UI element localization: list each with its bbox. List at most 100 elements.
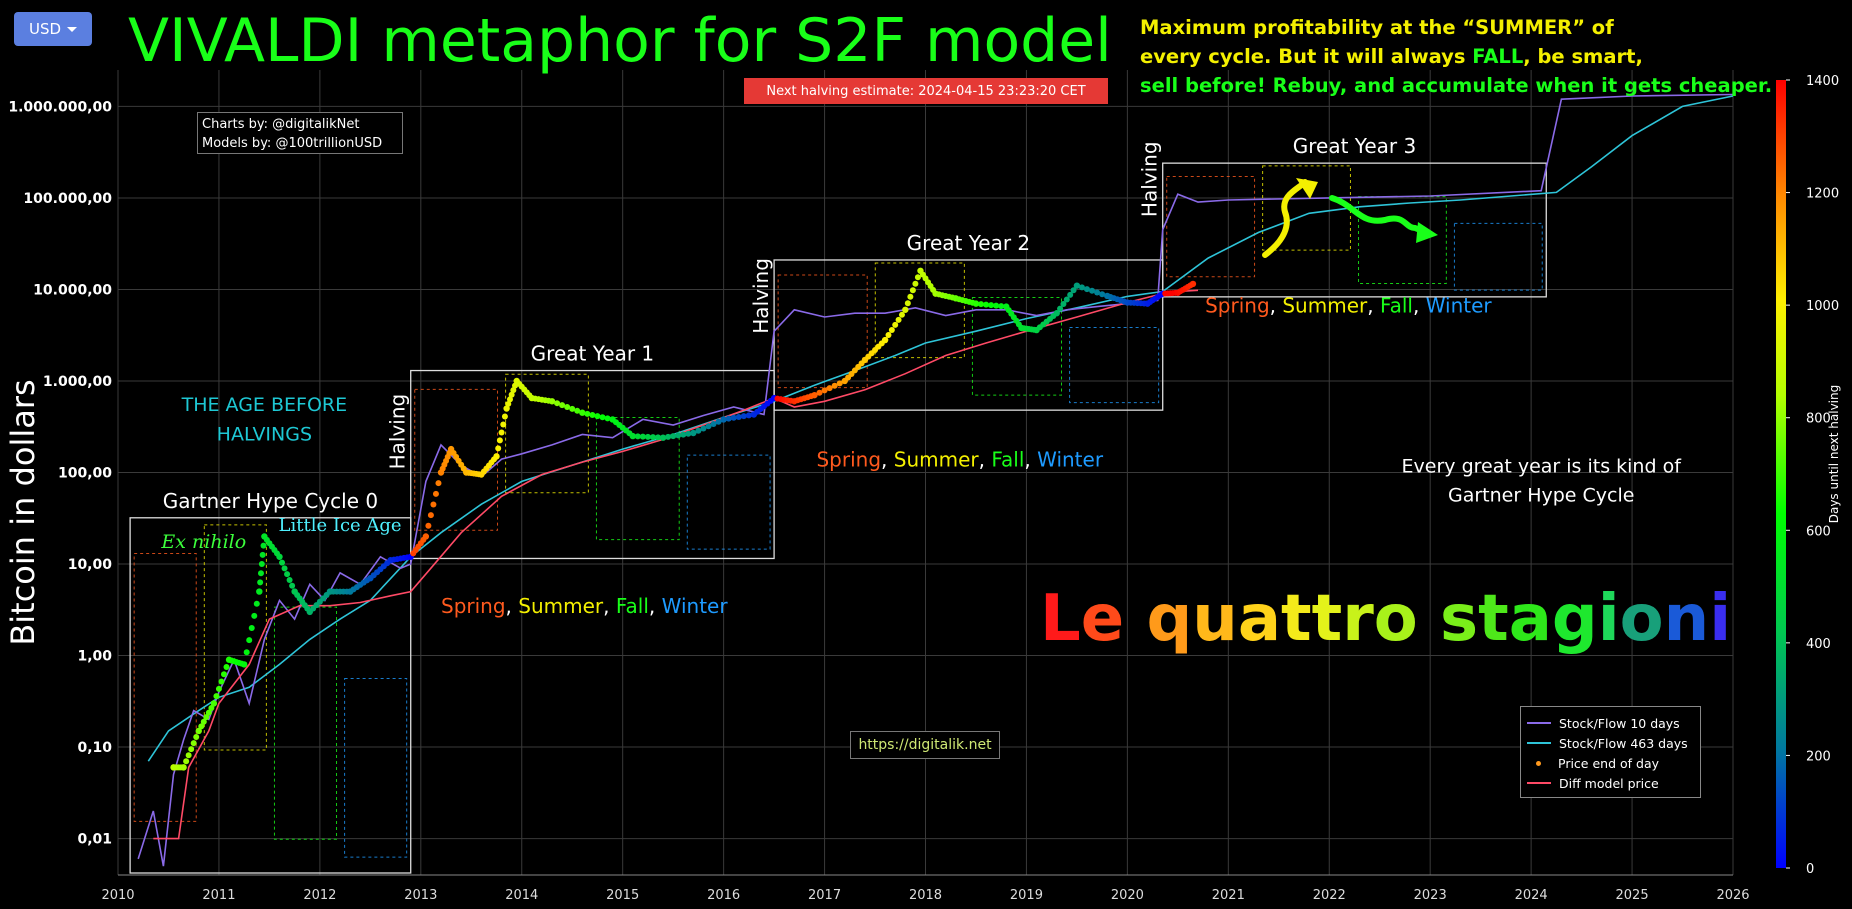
price-point xyxy=(715,418,722,425)
season-box xyxy=(1069,327,1160,404)
season-box xyxy=(777,274,868,389)
season-box xyxy=(874,262,965,359)
phrase-letter: r xyxy=(1342,582,1374,656)
price-point xyxy=(435,480,442,487)
price-point xyxy=(725,415,732,422)
price-point xyxy=(740,413,747,420)
price-point xyxy=(193,734,200,741)
price-point xyxy=(690,429,697,437)
price-point xyxy=(888,326,895,333)
season-word: Summer xyxy=(894,448,980,472)
great-year-label: Great Year 1 xyxy=(531,342,654,366)
price-point xyxy=(1053,310,1060,317)
legend-swatch xyxy=(1527,742,1551,744)
legend-swatch xyxy=(1536,760,1541,766)
arrow-head-icon xyxy=(1296,178,1318,199)
phrase-letter: t xyxy=(1281,582,1312,656)
price-point xyxy=(705,423,712,430)
price-point xyxy=(284,571,291,578)
phrase-letter: g xyxy=(1552,582,1598,656)
season-box xyxy=(1166,176,1256,278)
season-word: , xyxy=(1413,294,1426,318)
price-point xyxy=(218,678,225,685)
halving-label: Halving xyxy=(749,258,773,334)
season-word: Summer xyxy=(518,594,604,618)
great-year-box xyxy=(129,517,412,874)
price-point xyxy=(720,416,727,423)
currency-label: USD xyxy=(28,20,62,38)
price-point xyxy=(898,311,905,318)
season-label: Spring, Summer, Fall, Winter xyxy=(816,448,1103,472)
price-point xyxy=(253,600,260,607)
annotation-text: Every great year is its kind of xyxy=(1402,456,1683,478)
phrase-letter: o xyxy=(1374,582,1418,656)
note-text: FALL xyxy=(1472,45,1524,68)
price-point xyxy=(670,433,677,440)
price-point xyxy=(493,453,500,460)
fall-down-arrow xyxy=(1329,195,1423,233)
currency-dropdown-button[interactable]: USD xyxy=(14,12,92,46)
season-box xyxy=(344,678,408,858)
season-word: Winter xyxy=(1426,294,1493,318)
phrase-letter: a xyxy=(1509,582,1552,656)
season-word: Fall xyxy=(616,594,649,618)
price-point xyxy=(904,300,911,307)
price-point xyxy=(213,693,220,700)
y-tick-label: 10.000,00 xyxy=(33,282,112,298)
price-point xyxy=(248,624,255,631)
note-line: Maximum profitability at the “SUMMER” of xyxy=(1140,13,1772,42)
price-point xyxy=(1057,305,1064,312)
price-point xyxy=(907,293,914,300)
price-point xyxy=(260,542,267,549)
price-point xyxy=(909,287,916,294)
phrase-letter: i xyxy=(1598,582,1620,656)
price-point xyxy=(205,709,212,716)
price-point xyxy=(589,411,596,418)
x-tick-label: 2010 xyxy=(101,888,134,903)
season-box xyxy=(1453,222,1543,291)
price-point xyxy=(256,588,263,595)
annotation-text: Little Ice Age xyxy=(279,515,402,536)
season-box xyxy=(133,553,197,822)
annotation-text: HALVINGS xyxy=(217,423,312,445)
price-point xyxy=(500,421,507,428)
website-link[interactable]: https://digitalik.net xyxy=(850,731,1000,759)
season-word: Spring xyxy=(441,594,506,618)
price-point xyxy=(700,425,707,432)
profitability-note: Maximum profitability at the “SUMMER” of… xyxy=(1140,13,1772,100)
price-point xyxy=(200,718,207,725)
price-point xyxy=(885,332,892,339)
price-point xyxy=(584,410,591,417)
price-point xyxy=(1067,291,1074,298)
price-point xyxy=(710,420,717,427)
season-word: , xyxy=(603,594,616,618)
price-point xyxy=(826,385,833,392)
season-word: , xyxy=(979,448,992,472)
season-word: Spring xyxy=(816,448,881,472)
series-line-2 xyxy=(153,289,1199,840)
phrase-letter xyxy=(1418,582,1440,656)
note-line: every cycle. But it will always FALL, be… xyxy=(1140,42,1772,71)
note-text: sell before! Rebuy, and accumulate when … xyxy=(1140,74,1773,97)
price-point xyxy=(210,700,218,707)
price-point xyxy=(564,404,571,411)
y-tick-label: 0,10 xyxy=(77,740,112,756)
phrase-letter: a xyxy=(1238,582,1281,656)
price-point xyxy=(655,434,662,441)
phrase-letter: u xyxy=(1192,582,1238,656)
note-line: sell before! Rebuy, and accumulate when … xyxy=(1140,71,1772,100)
y-tick-label: 1.000.000,00 xyxy=(8,99,112,115)
price-point xyxy=(1060,301,1067,308)
price-point xyxy=(1094,289,1101,296)
le-quattro-stagioni: Le quattro stagioni xyxy=(1040,582,1731,656)
great-year-label: Great Year 2 xyxy=(907,231,1030,255)
price-point xyxy=(1189,280,1197,288)
note-text: , be smart, xyxy=(1523,45,1643,68)
season-word: , xyxy=(506,594,519,618)
price-point xyxy=(831,382,838,389)
season-word: Winter xyxy=(1037,448,1104,472)
price-point xyxy=(675,432,682,439)
y-tick-label: 1,00 xyxy=(77,649,112,665)
season-box xyxy=(1262,165,1351,251)
